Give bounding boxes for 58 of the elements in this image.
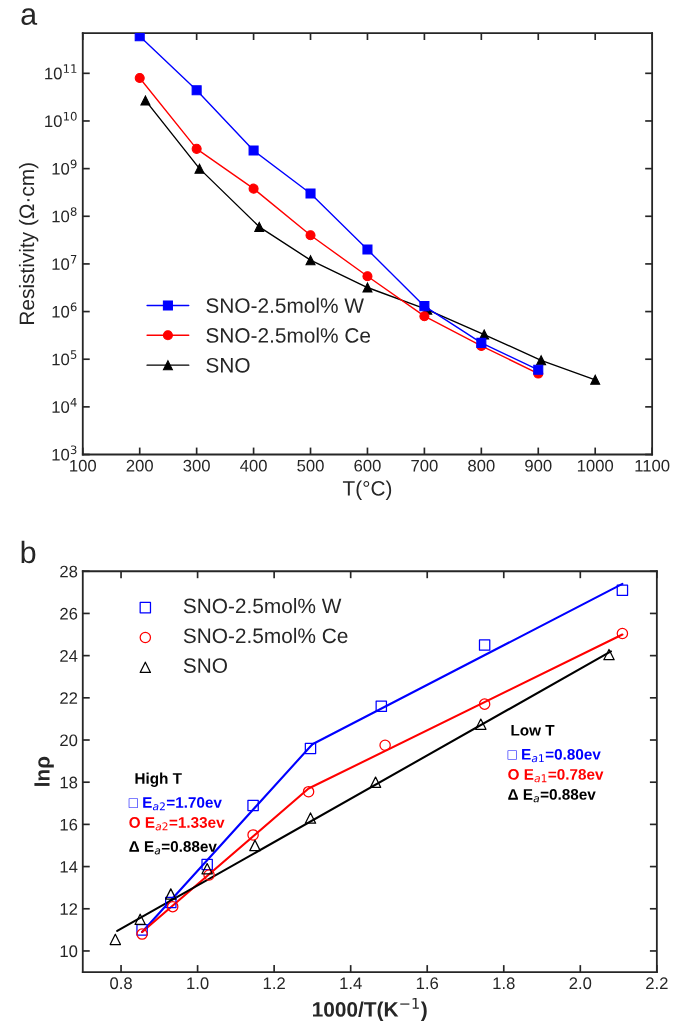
y-tick-label: 26 xyxy=(60,607,78,620)
y-tick-label: 12 xyxy=(60,903,78,915)
y-tick-label: 10$^{7}$ xyxy=(52,254,77,271)
x-tick-label: 900 xyxy=(525,459,552,472)
y-tick-label: 18 xyxy=(60,776,78,789)
legend-label: SNO-2.5mol% Ce xyxy=(206,327,371,343)
annotation: Low T xyxy=(511,725,555,736)
y-tick-label: 10$^{11}$ xyxy=(45,64,77,80)
legend-label: SNO-2.5mol% Ce xyxy=(183,627,348,644)
y-tick-label: 10$^{3}$ xyxy=(52,445,77,461)
x-tick-label: 2.2 xyxy=(646,977,668,989)
x-axis-title: 1000/T(K$^{−1}$) xyxy=(313,998,427,1021)
x-tick-label: 500 xyxy=(297,459,324,472)
legend-label: SNO-2.5mol% W xyxy=(206,297,364,313)
legend-label: SNO xyxy=(183,658,227,673)
y-tick-label: 20 xyxy=(60,734,78,747)
y-tick-label: 10$^{8}$ xyxy=(52,207,77,223)
annotation: Δ E$_{a}$=0.88ev xyxy=(129,841,217,855)
legend-label: SNO-2.5mol% W xyxy=(183,598,342,614)
chart-title: b xyxy=(21,540,36,564)
y-tick-label: 10$^{5}$ xyxy=(52,350,77,366)
y-tick-label: 28 xyxy=(60,565,78,578)
x-tick-label: 1.8 xyxy=(493,977,515,990)
x-tick-label: 200 xyxy=(126,459,153,472)
x-tick-label: 1.0 xyxy=(187,977,209,990)
x-tick-label: 400 xyxy=(240,459,267,472)
x-tick-label: 2.0 xyxy=(569,977,592,990)
x-tick-label: 600 xyxy=(354,459,381,472)
y-tick-label: 10$^{9}$ xyxy=(52,159,77,175)
x-tick-label: 1.4 xyxy=(340,977,362,989)
annotation: □ E$_{a2}$=1.70ev xyxy=(128,797,222,811)
x-tick-label: 0.8 xyxy=(110,977,132,990)
y-axis-title: lnρ xyxy=(34,756,54,786)
x-tick-label: 100 xyxy=(70,459,97,472)
x-tick-label: 800 xyxy=(468,459,495,472)
y-axis-title: Resistivity (Ω·cm) xyxy=(18,163,39,324)
annotation: O E$_{a2}$=1.33ev xyxy=(129,817,225,831)
y-tick-label: 22 xyxy=(60,692,78,704)
y-tick-label: 10$^{4}$ xyxy=(52,397,77,413)
legend-label: SNO xyxy=(206,357,250,373)
annotation: High T xyxy=(135,772,182,787)
x-tick-label: 300 xyxy=(183,459,210,472)
x-tick-label: 700 xyxy=(411,459,438,472)
y-tick-label: 24 xyxy=(60,650,78,662)
y-tick-label: 10$^{10}$ xyxy=(45,111,77,128)
x-tick-label: 1.2 xyxy=(263,977,285,989)
y-tick-label: 10$^{6}$ xyxy=(52,302,77,318)
y-tick-label: 10 xyxy=(60,945,78,958)
chart-title: a xyxy=(21,8,38,26)
x-tick-label: 1100 xyxy=(635,459,670,472)
annotation: Δ E$_{a}$=0.88ev xyxy=(508,789,596,803)
annotation: □ E$_{a1}$=0.80ev xyxy=(507,748,601,763)
x-tick-label: 1000 xyxy=(577,459,614,472)
y-tick-label: 16 xyxy=(60,818,78,831)
annotation: O E$_{a1}$=0.78ev xyxy=(508,768,604,783)
y-tick-label: 14 xyxy=(60,861,78,873)
x-tick-label: 1.6 xyxy=(416,977,439,990)
x-axis-title: T(°C) xyxy=(342,480,392,500)
